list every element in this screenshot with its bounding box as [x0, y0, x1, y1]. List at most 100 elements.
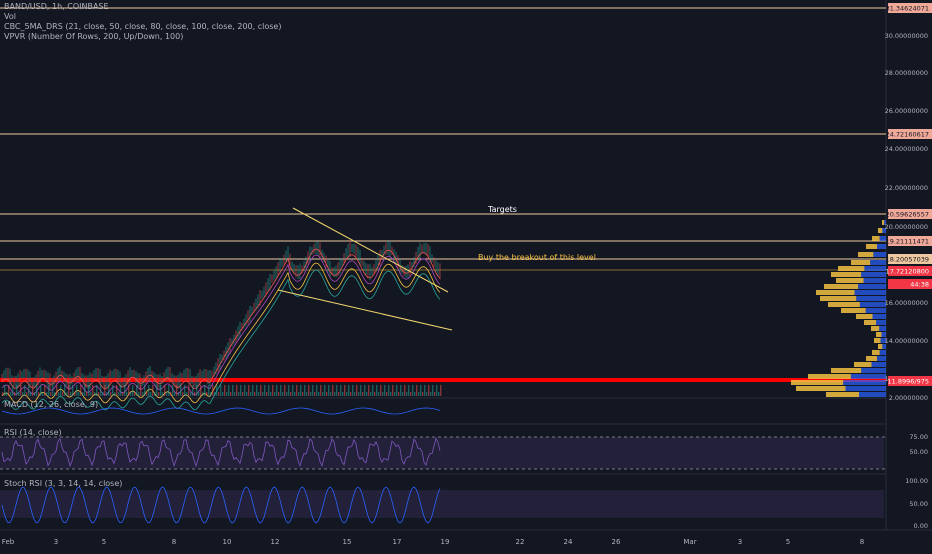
- price-axis-tick: 20.00000000: [885, 223, 928, 231]
- volume-bar: [322, 392, 324, 396]
- volume-bar: [78, 392, 80, 396]
- volume-bar: [426, 392, 428, 396]
- moving-average-line: [1, 269, 441, 411]
- volume-bar: [58, 392, 60, 396]
- volume-bar: [372, 385, 374, 396]
- price-level-badge: [888, 129, 932, 139]
- volume-bar: [74, 392, 76, 396]
- volume-bar: [344, 385, 346, 396]
- volume-bar: [38, 392, 40, 396]
- volume-bar: [156, 385, 158, 396]
- price-level-badge: [888, 254, 932, 264]
- volume-bar: [2, 392, 4, 396]
- vpvr-bar: [884, 220, 886, 225]
- volume-bar: [222, 392, 224, 396]
- volume-bar: [162, 392, 164, 396]
- vpvr-bar: [841, 308, 866, 313]
- volume-bar: [138, 392, 140, 396]
- volume-bar: [184, 385, 186, 396]
- time-axis-tick: Mar: [683, 538, 696, 546]
- stoch-band: [0, 490, 884, 518]
- volume-bar: [414, 392, 416, 396]
- volume-bar: [50, 392, 52, 396]
- volume-bar: [142, 392, 144, 396]
- volume-bar: [278, 392, 280, 396]
- volume-bar: [380, 385, 382, 396]
- volume-bar: [148, 385, 150, 396]
- vpvr-bar: [831, 368, 862, 373]
- volume-bar: [306, 392, 308, 396]
- volume-bar: [274, 392, 276, 396]
- volume-bar: [358, 392, 360, 396]
- volume-bar: [20, 385, 22, 396]
- volume-bar: [328, 385, 330, 396]
- volume-bar: [238, 392, 240, 396]
- volume-bar: [106, 392, 108, 396]
- volume-bar: [340, 385, 342, 396]
- vpvr-bar: [879, 326, 886, 331]
- volume-bar: [44, 385, 46, 396]
- vpvr-bar: [854, 290, 886, 295]
- volume-bar: [226, 392, 228, 396]
- volume-bar: [294, 392, 296, 396]
- targets-annotation: Targets: [488, 205, 517, 214]
- volume-bar: [320, 385, 322, 396]
- price-axis-tick: 14.00000000: [885, 337, 928, 345]
- vpvr-bar: [876, 320, 886, 325]
- vpvr-bar: [865, 308, 886, 313]
- rsi-axis-tick: 50.00: [909, 448, 928, 456]
- vpvr-bar: [864, 266, 886, 271]
- volume-bar: [228, 385, 230, 396]
- vpvr-bar: [858, 252, 874, 257]
- vpvr-bar: [876, 332, 882, 337]
- volume-bar: [90, 392, 92, 396]
- volume-bar: [124, 385, 126, 396]
- volume-bar: [376, 385, 378, 396]
- volume-bar: [18, 392, 20, 396]
- volume-bar: [8, 385, 10, 396]
- time-axis-tick: 5: [102, 538, 106, 546]
- volume-bar: [232, 385, 234, 396]
- volume-bar: [144, 385, 146, 396]
- volume-bar: [98, 392, 100, 396]
- volume-bar: [264, 385, 266, 396]
- vpvr-bar: [877, 356, 886, 361]
- volume-bar: [368, 385, 370, 396]
- volume-bar: [180, 385, 182, 396]
- volume-bar: [182, 392, 184, 396]
- price-level-label: 17.72120800: [886, 268, 929, 276]
- volume-bar: [34, 392, 36, 396]
- stoch-axis-tick: 50.00: [909, 500, 928, 508]
- time-axis-tick: Feb: [2, 538, 15, 546]
- volume-bar: [110, 392, 112, 396]
- time-axis-tick: 8: [172, 538, 176, 546]
- vpvr-bar: [851, 260, 871, 265]
- vpvr-bar: [878, 228, 883, 233]
- volume-bar: [392, 385, 394, 396]
- volume-bar: [54, 392, 56, 396]
- volume-bar: [252, 385, 254, 396]
- volume-bar: [366, 392, 368, 396]
- volume-bar: [16, 385, 18, 396]
- volume-bar: [342, 392, 344, 396]
- price-level-badge: [888, 266, 932, 276]
- volume-bar: [22, 392, 24, 396]
- price-axis-tick: 16.00000000: [885, 299, 928, 307]
- volume-bar: [116, 385, 118, 396]
- volume-bar: [188, 385, 190, 396]
- volume-bar: [28, 385, 30, 396]
- vpvr-bar: [845, 386, 886, 391]
- price-level-label: 31.34624071: [886, 5, 929, 13]
- macd-pane-label: MACD (12, 26, close, 9): [4, 400, 99, 409]
- volume-bar: [292, 385, 294, 396]
- price-level-label: 24.72160617: [886, 131, 929, 139]
- triangle-upper-line: [292, 207, 449, 293]
- price-level-badge: [888, 236, 932, 246]
- volume-bar: [166, 392, 168, 396]
- volume-bar: [234, 392, 236, 396]
- time-axis-tick: 3: [54, 538, 58, 546]
- volume-bar: [386, 392, 388, 396]
- volume-bar: [68, 385, 70, 396]
